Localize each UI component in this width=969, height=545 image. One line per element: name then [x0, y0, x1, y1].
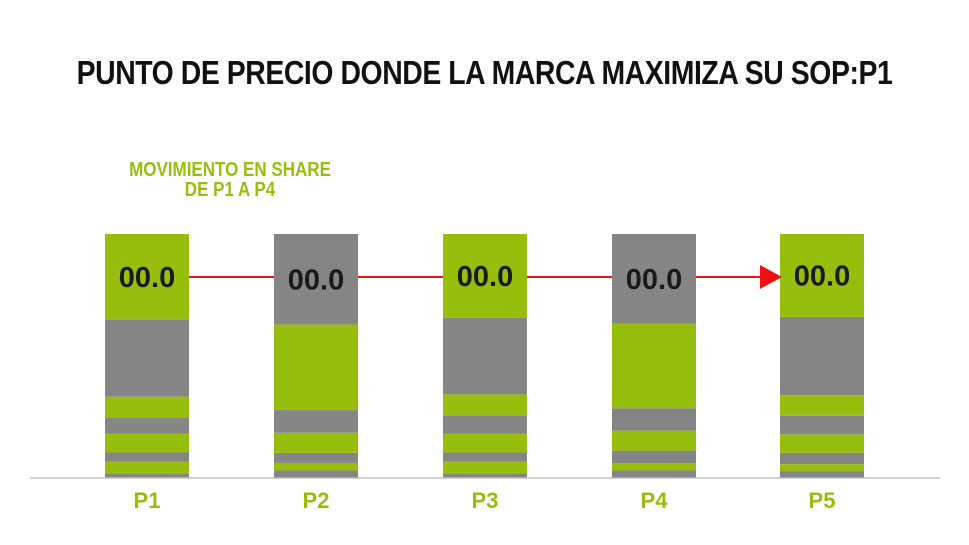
bar-segment-p3-6	[443, 394, 527, 416]
bar-segment-p4-6	[612, 323, 696, 409]
bar-segment-p1-6	[105, 396, 189, 418]
subtitle-line-2: DE P1 A P4	[184, 179, 276, 201]
bar-segment-p4-1	[612, 470, 696, 478]
category-label-p2: P2	[303, 488, 330, 513]
value-label-p2: 00.0	[288, 264, 344, 296]
category-label-p1: P1	[134, 488, 161, 513]
bar-segment-p1-2	[105, 461, 189, 474]
chart-subtitle: MOVIMIENTO EN SHARE DE P1 A P4	[103, 160, 358, 200]
category-label-p5: P5	[809, 488, 836, 513]
category-label-p4: P4	[641, 488, 669, 513]
bar-segment-p3-8	[443, 234, 527, 318]
bar-segment-p4-3	[612, 450, 696, 464]
value-label-p5: 00.0	[794, 260, 850, 292]
page-title: PUNTO DE PRECIO DONDE LA MARCA MAXIMIZA …	[76, 54, 893, 91]
bar-segment-p2-1	[274, 470, 358, 478]
bar-segment-p2-7	[274, 234, 358, 325]
bar-segment-p3-7	[443, 317, 527, 395]
value-label-p1: 00.0	[119, 262, 175, 294]
bar-segment-p1-4	[105, 433, 189, 453]
bar-segment-p1-3	[105, 452, 189, 462]
bar-segment-p5-5	[780, 415, 864, 435]
bar-segment-p4-4	[612, 430, 696, 451]
bar-segment-p5-7	[780, 316, 864, 396]
bar-segment-p1-7	[105, 319, 189, 397]
bar-segment-p5-3	[780, 452, 864, 465]
bar-segment-p5-6	[780, 395, 864, 416]
value-label-p4: 00.0	[626, 264, 682, 296]
bar-segment-p4-7	[612, 234, 696, 324]
bar-segment-p3-2	[443, 461, 527, 474]
bar-segment-p4-2	[612, 463, 696, 471]
bar-segment-p3-4	[443, 433, 527, 453]
bar-segment-p1-1	[105, 473, 189, 478]
bar-segment-p2-4	[274, 432, 358, 453]
bar-segment-p3-3	[443, 452, 527, 462]
bar-segment-p1-8	[105, 234, 189, 320]
bar-segment-p5-1	[780, 471, 864, 478]
subtitle-line-1: MOVIMIENTO EN SHARE	[129, 159, 331, 181]
bar-segment-p2-2	[274, 462, 358, 471]
category-label-p3: P3	[472, 488, 499, 513]
bar-segment-p2-3	[274, 452, 358, 463]
bar-segment-p1-5	[105, 417, 189, 434]
bar-segment-p3-5	[443, 415, 527, 434]
bar-segment-p4-5	[612, 408, 696, 431]
bar-segment-p5-4	[780, 434, 864, 453]
bar-segment-p3-1	[443, 473, 527, 478]
arrowhead-icon	[760, 264, 782, 289]
bar-segment-p5-8	[780, 234, 864, 317]
value-label-p3: 00.0	[457, 261, 513, 293]
bar-segment-p2-6	[274, 324, 358, 411]
bar-segment-p5-2	[780, 464, 864, 472]
bar-segment-p2-5	[274, 410, 358, 433]
